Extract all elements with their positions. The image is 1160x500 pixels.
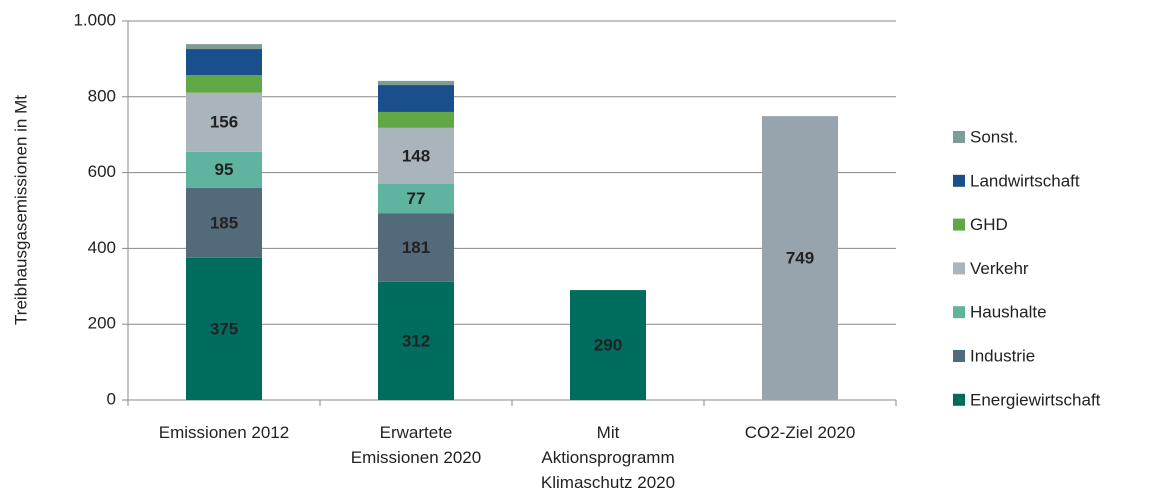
data-label: 156 [210,113,238,132]
bar-segment [378,213,454,282]
bar-segment [186,151,262,188]
y-tick-label: 0 [107,389,116,408]
legend-swatch [953,306,965,319]
bar-segment [570,290,646,400]
data-label: 375 [210,319,238,338]
legend-swatch [953,350,965,362]
data-label: 148 [402,146,430,165]
bar-segment [186,49,262,76]
legend-label: Industrie [970,346,1035,365]
bar-segment [378,85,454,112]
bar-segment [378,183,454,214]
legend-swatch [953,262,965,275]
data-label: 185 [210,213,238,232]
data-label: 290 [594,336,622,355]
legend-swatch [953,218,965,231]
bar-segment [378,111,454,128]
legend-label: Sonst. [970,127,1018,146]
legend-label: Energiewirtschaft [970,390,1101,409]
legend-swatch [953,174,965,187]
legend-label: GHD [970,215,1008,234]
bar-segment [378,80,454,86]
data-label: 95 [215,160,234,179]
x-tick-label: Emissionen 2012 [158,423,290,442]
legend-label: Verkehr [970,259,1029,278]
y-tick-label: 400 [88,238,116,257]
data-label: 77 [407,189,426,208]
x-tick-label: CO2-Ziel 2020 [744,423,856,442]
y-tick-label: 800 [88,86,116,105]
y-tick-label: 200 [88,314,116,333]
legend-label: Haushalte [970,303,1047,322]
legend-swatch [953,393,965,406]
data-label: 181 [402,238,430,257]
bar-segment [186,187,262,258]
bar-segment [186,44,262,50]
data-label: 312 [402,331,430,350]
legend-swatch [953,131,965,143]
y-tick-label: 600 [88,162,116,181]
bar-segment [378,127,454,184]
y-axis-label: Treibhausgasemissionen in Mt [11,95,30,325]
bar-segment [186,257,262,400]
data-label: 749 [786,249,814,268]
legend-label: Landwirtschaft [970,171,1080,190]
bar-segment [186,92,262,152]
y-tick-label: 1.000 [73,10,116,29]
x-tick-label: Erwartete Emissionen 2020 [350,423,482,467]
x-tick-label: Mit Aktionsprogramm Klimaschutz 2020 [540,423,676,492]
bar-segment [762,116,838,400]
bar-segment [186,75,262,93]
bar-segment [378,281,454,400]
